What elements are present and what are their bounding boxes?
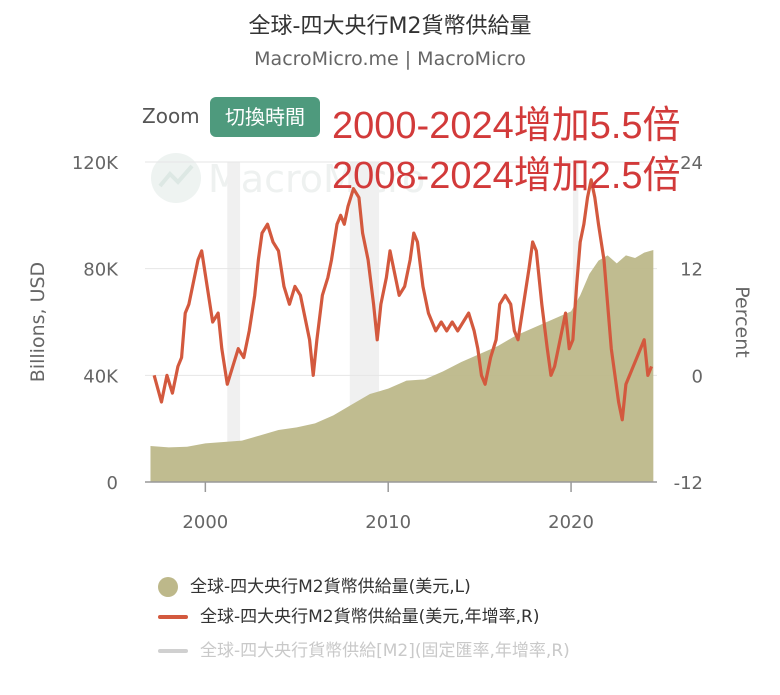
- y-left-axis-title: Billions, USD: [27, 262, 49, 382]
- y-left-tick-label: 80K: [83, 260, 119, 281]
- legend-item-m2-fixed-fx-yoy[interactable]: 全球-四大央行貨幣供給[M2](固定匯率,年增率,R): [158, 636, 570, 661]
- chart-subtitle: MacroMicro.me | MacroMicro: [254, 48, 526, 70]
- y-right-axis-title: Percent: [731, 286, 753, 358]
- y-right-tick-label: 24: [680, 153, 703, 174]
- legend-label: 全球-四大央行貨幣供給[M2](固定匯率,年增率,R): [200, 641, 570, 661]
- recession-band: [227, 162, 241, 482]
- watermark-logo-mark: [158, 164, 194, 188]
- y-left-tick-label: 120K: [72, 153, 119, 174]
- legend-item-m2-usd[interactable]: 全球-四大央行M2貨幣供給量(美元,L): [158, 572, 471, 597]
- switch-time-button[interactable]: 切換時間: [210, 97, 320, 137]
- legend-item-m2-yoy[interactable]: 全球-四大央行M2貨幣供給量(美元,年增率,R): [158, 602, 540, 627]
- x-tick-label: 2010: [365, 512, 411, 533]
- legend-label: 全球-四大央行M2貨幣供給量(美元,年增率,R): [200, 607, 540, 627]
- annotation-growth-2000: 2000-2024增加5.5倍: [332, 105, 681, 147]
- x-tick-label: 2000: [182, 512, 228, 533]
- area-series-m2-usd: [150, 250, 654, 482]
- legend-label: 全球-四大央行M2貨幣供給量(美元,L): [190, 577, 471, 597]
- annotation-growth-2008: 2008-2024增加2.5倍: [332, 155, 681, 197]
- zoom-label: Zoom: [142, 104, 200, 128]
- legend-line-symbol: [158, 615, 188, 619]
- chart-title: 全球-四大央行M2貨幣供給量: [248, 14, 532, 39]
- watermark: MacroMicro: [151, 153, 425, 203]
- watermark-text: MacroMicro: [208, 157, 425, 201]
- legend-area-symbol: [158, 577, 178, 597]
- y-left-tick-label: 0: [107, 473, 118, 494]
- y-right-tick-label: -12: [674, 473, 703, 494]
- y-left-tick-label: 40K: [83, 366, 119, 387]
- x-tick-label: 2020: [548, 512, 594, 533]
- legend-line-symbol: [158, 649, 188, 653]
- y-right-tick-label: 12: [680, 260, 703, 281]
- y-right-tick-label: 0: [692, 366, 703, 387]
- line-series-m2-yoy: [152, 178, 653, 422]
